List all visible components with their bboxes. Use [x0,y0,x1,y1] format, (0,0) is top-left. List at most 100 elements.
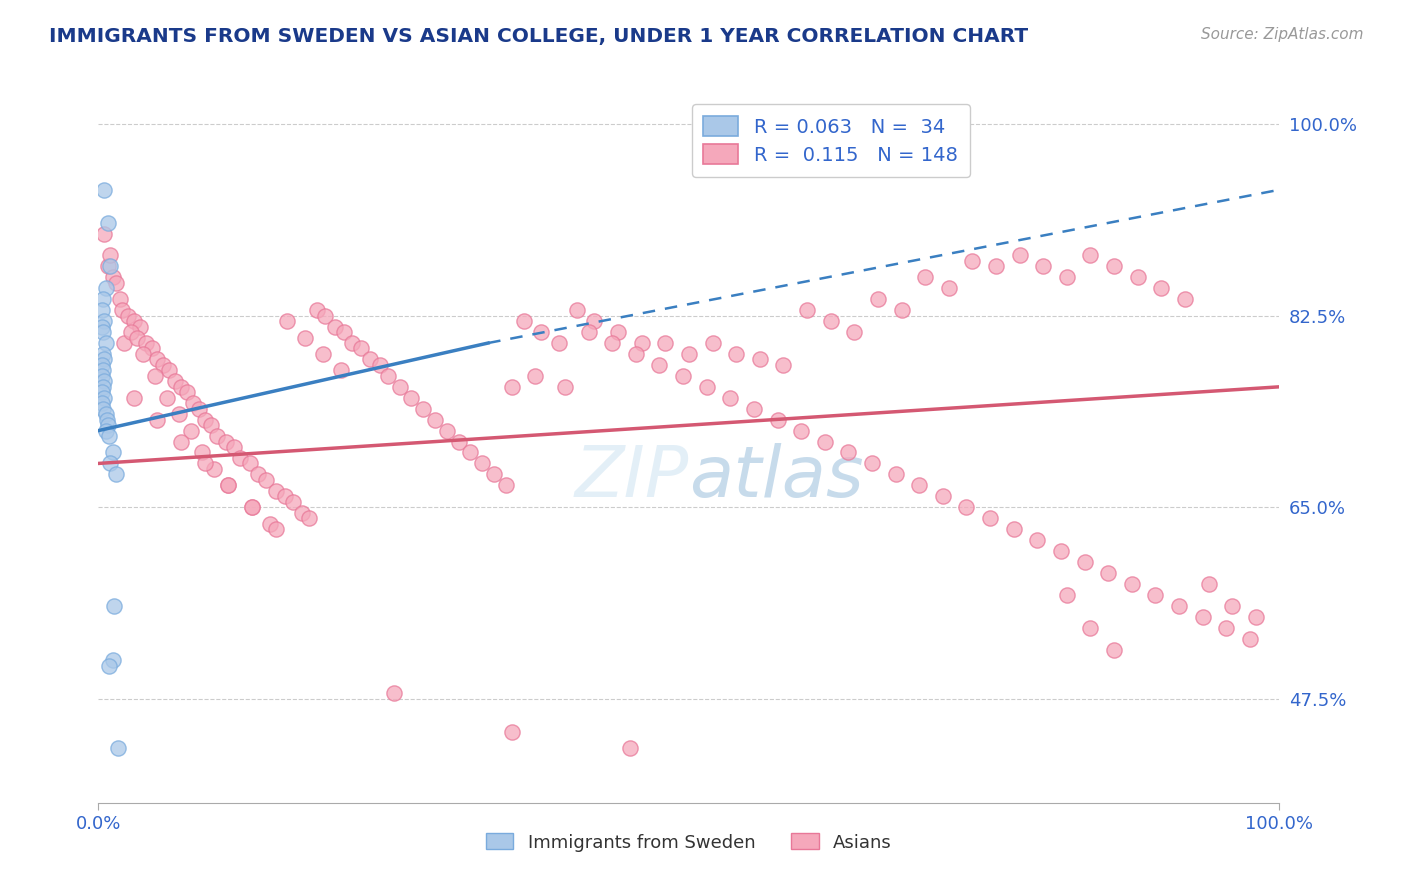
Point [866,292,889,306]
Point [482,467,505,482]
Point [107,741,129,756]
Point [264,522,287,536]
Point [501,724,523,739]
Point [820,314,842,328]
Point [914,270,936,285]
Point [180,424,202,438]
Point [323,319,346,334]
Point [1056,270,1078,285]
Point [447,434,470,449]
Point [329,363,352,377]
Point [240,500,263,515]
Point [276,314,298,328]
Point [1168,599,1191,613]
Point [91,396,114,410]
Point [1097,566,1119,580]
Point [97,418,120,433]
Point [1056,588,1078,602]
Point [512,314,534,328]
Point [94,281,117,295]
Point [283,494,305,508]
Point [648,358,671,372]
Point [91,380,114,394]
Point [93,227,115,241]
Point [1121,577,1143,591]
Point [624,347,647,361]
Point [200,418,222,433]
Point [436,424,458,438]
Point [814,434,837,449]
Point [98,659,121,673]
Point [619,741,641,756]
Point [91,325,114,339]
Point [93,183,115,197]
Point [1215,621,1237,635]
Point [312,347,335,361]
Point [368,358,391,372]
Point [240,500,263,515]
Point [908,478,931,492]
Point [93,352,115,367]
Point [1073,555,1095,569]
Point [1080,621,1102,635]
Point [187,401,209,416]
Point [290,506,312,520]
Point [94,336,117,351]
Point [167,407,190,421]
Point [215,434,238,449]
Point [471,457,494,471]
Point [94,424,117,438]
Point [122,314,145,328]
Point [194,457,217,471]
Point [217,478,239,492]
Point [401,391,423,405]
Point [938,281,960,295]
Point [112,336,135,351]
Point [554,380,576,394]
Point [696,380,718,394]
Point [388,380,411,394]
Text: ZIP: ZIP [575,443,689,512]
Point [128,319,150,334]
Point [103,599,125,613]
Point [702,336,724,351]
Point [1144,588,1167,602]
Point [501,380,523,394]
Point [294,330,316,344]
Point [359,352,381,367]
Point [725,347,748,361]
Point [101,270,124,285]
Point [181,396,204,410]
Point [141,342,163,356]
Point [962,253,984,268]
Point [93,374,115,388]
Point [844,325,866,339]
Point [766,412,789,426]
Point [772,358,794,372]
Point [259,516,281,531]
Point [135,336,157,351]
Point [224,440,246,454]
Point [117,309,139,323]
Point [890,303,912,318]
Point [111,303,134,318]
Point [1150,281,1173,295]
Point [127,330,149,344]
Point [1191,609,1213,624]
Point [412,401,434,416]
Point [630,336,652,351]
Point [785,145,807,159]
Point [146,412,169,426]
Point [91,401,114,416]
Point [984,260,1007,274]
Point [170,434,193,449]
Point [194,412,217,426]
Point [121,325,143,339]
Point [1220,599,1243,613]
Point [274,489,297,503]
Text: Source: ZipAtlas.com: Source: ZipAtlas.com [1201,27,1364,42]
Point [98,429,121,443]
Point [98,248,121,262]
Point [152,358,174,372]
Point [1002,522,1025,536]
